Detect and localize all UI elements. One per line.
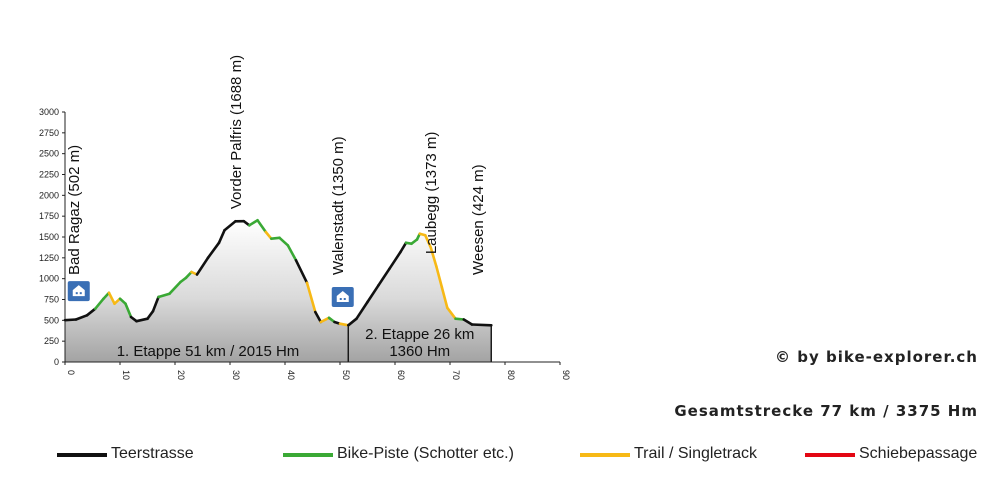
profile-segment-teer [388, 250, 402, 271]
legend-label-schiebe: Schiebepassage [859, 445, 978, 462]
x-tick-label: 30 [231, 370, 241, 380]
stage-label: 1. Etappe 51 km / 2015 Hm [117, 343, 300, 360]
legend-line-teer [57, 453, 107, 457]
hotel-icon [331, 287, 354, 307]
hotel-icon-window [75, 292, 78, 295]
legend-line-piste [283, 453, 333, 457]
peak-label: Bad Ragaz (502 m) [66, 145, 83, 275]
profile-segment-teer [217, 229, 226, 245]
profile-segment-trail [264, 230, 273, 240]
peak-label: Walenstadt (1350 m) [330, 136, 347, 275]
y-tick-label: 250 [44, 336, 59, 346]
profile-segment-teer [462, 318, 474, 326]
profile-segment-trail [305, 281, 317, 314]
y-tick-label: 1500 [39, 232, 59, 242]
profile-segment-piste [124, 302, 133, 319]
profile-segment-piste [278, 236, 290, 247]
profile-segment-trail [319, 316, 331, 324]
profile-segment-piste [454, 317, 466, 321]
profile-segment-teer [313, 310, 323, 324]
profile-segment-teer [377, 267, 391, 287]
profile-segment-teer [223, 220, 237, 232]
legend-line-schiebe [805, 453, 855, 457]
y-tick-label: 1250 [39, 253, 59, 263]
profile-segment-trail [434, 264, 444, 289]
x-tick-label: 70 [451, 370, 461, 380]
profile-segment-piste [286, 244, 298, 262]
y-tick-label: 1000 [39, 274, 59, 284]
profile-segment-teer [74, 313, 89, 321]
x-tick-label: 50 [341, 370, 351, 380]
profile-segment-trail [107, 291, 116, 306]
profile-segment-teer [399, 241, 408, 254]
profile-segment-trail [423, 234, 433, 249]
copyright-credit: © by bike-explorer.ch [775, 348, 978, 366]
profile-segment-piste [157, 292, 171, 299]
profile-segment-trail [429, 246, 438, 268]
total-distance-elevation: Gesamtstrecke 77 km / 3375 Hm [674, 402, 978, 420]
legend-label-trail: Trail / Singletrack [634, 445, 757, 462]
profile-segment-teer [294, 258, 309, 285]
y-tick-label: 2000 [39, 190, 59, 200]
x-tick-label: 40 [286, 370, 296, 380]
hotel-icon-window [339, 298, 342, 300]
profile-segment-piste [256, 219, 268, 234]
profile-segment-teer [355, 300, 369, 321]
profile-segment-piste [248, 219, 259, 227]
profile-segment-teer [470, 323, 493, 327]
y-tick-label: 3000 [39, 107, 59, 117]
x-tick-label: 10 [121, 370, 131, 380]
profile-segment-piste [168, 280, 182, 296]
surface-legend: Teerstrasse Bike-Piste (Schotter etc.) T… [0, 444, 1000, 468]
y-tick-label: 2750 [39, 128, 59, 138]
profile-segment-teer [151, 295, 160, 313]
x-tick-label: 80 [506, 370, 516, 380]
profile-segment-teer [146, 309, 155, 321]
legend-label-teer: Teerstrasse [111, 445, 194, 462]
x-tick-label: 20 [176, 370, 186, 380]
profile-segment-piste [269, 236, 281, 240]
profile-segment-trail [338, 322, 350, 327]
y-tick-label: 500 [44, 315, 59, 325]
legend-label-piste: Bike-Piste (Schotter etc.) [337, 445, 514, 462]
profile-segment-teer [366, 283, 380, 304]
peak-label: Weesen (424 m) [470, 164, 487, 275]
profile-segment-teer [195, 256, 210, 276]
profile-segment-piste [94, 297, 105, 311]
hotel-icon [67, 281, 90, 302]
x-tick-label: 0 [66, 370, 76, 375]
y-tick-label: 750 [44, 295, 59, 305]
y-tick-label: 2500 [39, 149, 59, 159]
profile-area [65, 220, 492, 362]
peak-label: Vorder Palfris (1688 m) [228, 55, 245, 209]
profile-segment-teer [63, 318, 78, 322]
y-tick-label: 1750 [39, 211, 59, 221]
profile-segment-piste [184, 270, 193, 280]
x-tick-label: 60 [396, 370, 406, 380]
profile-segment-trail [445, 306, 457, 321]
profile-segment-teer [135, 317, 149, 323]
hotel-icon-window [79, 292, 82, 295]
profile-segment-teer [206, 241, 221, 260]
peak-label: Laubegg (1373 m) [423, 132, 440, 255]
stage-label: 1360 Hm [389, 343, 450, 360]
legend-line-trail [580, 453, 630, 457]
stage-label: 2. Etappe 26 km [365, 326, 474, 343]
x-tick-label: 90 [561, 370, 571, 380]
y-tick-label: 0 [54, 357, 59, 367]
profile-segment-teer [346, 317, 358, 327]
hotel-icon-window [343, 298, 346, 300]
profile-segment-trail [440, 285, 449, 310]
y-tick-label: 2250 [39, 170, 59, 180]
profile-segment-teer [85, 307, 97, 317]
